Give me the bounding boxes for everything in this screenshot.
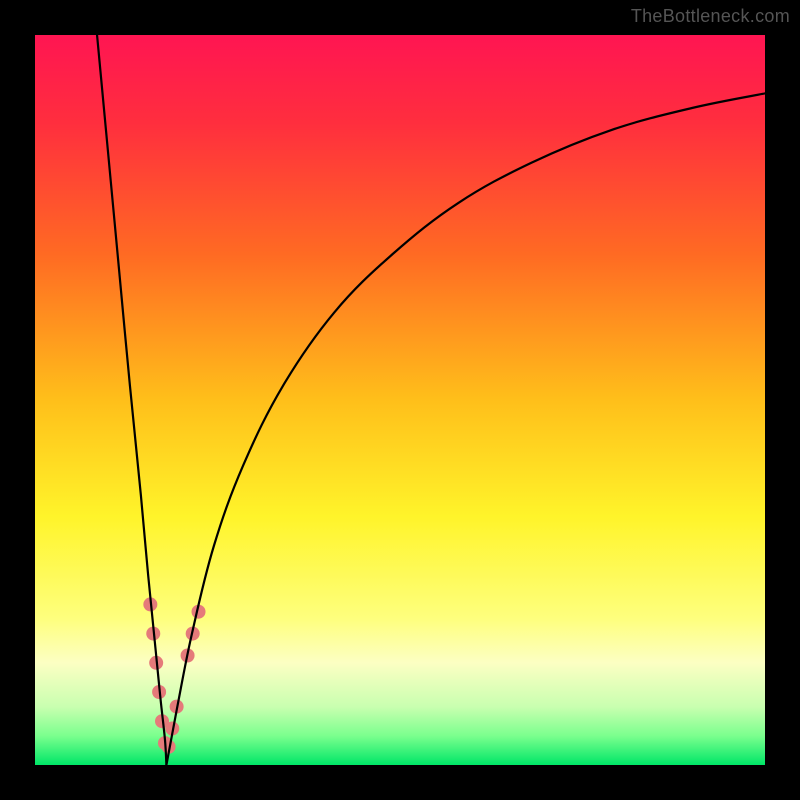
- watermark-text: TheBottleneck.com: [631, 6, 790, 27]
- chart-frame: [0, 0, 800, 800]
- gradient-background: [35, 35, 765, 765]
